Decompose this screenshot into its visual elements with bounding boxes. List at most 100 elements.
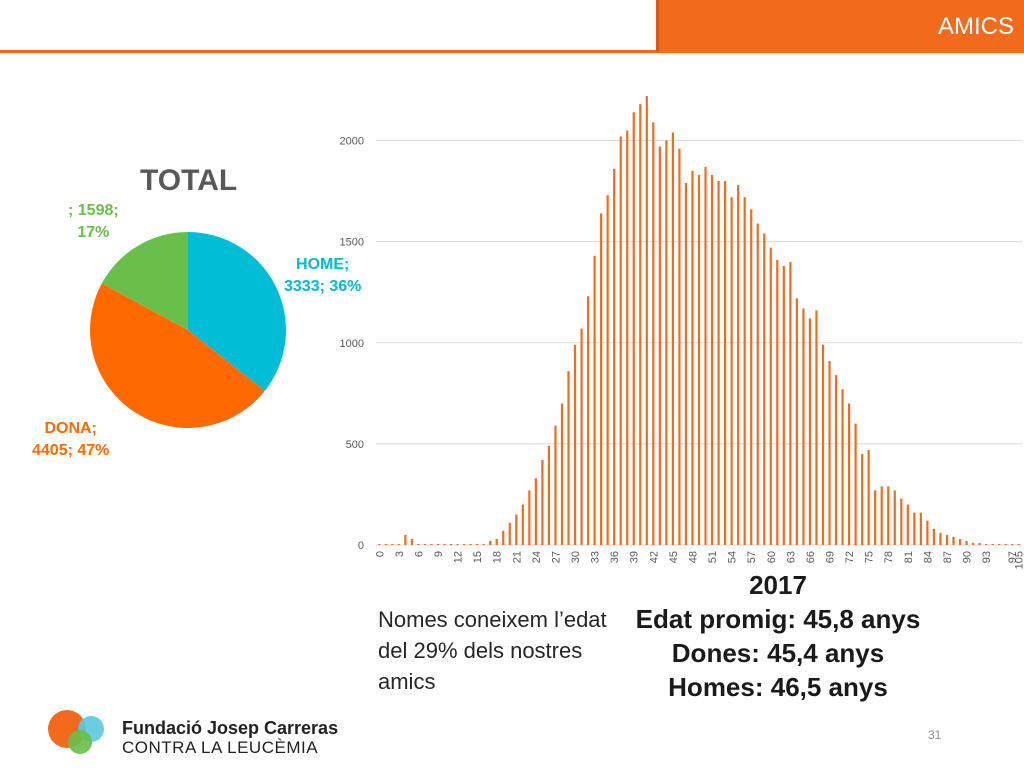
stats-men-age: Homes: 46,5 anys bbox=[668, 672, 888, 702]
bar-age-36 bbox=[613, 168, 616, 545]
bar-age-4 bbox=[404, 534, 407, 545]
bar-age-19 bbox=[502, 530, 505, 545]
bar-age-10 bbox=[443, 543, 446, 545]
bar-age-47 bbox=[684, 183, 688, 545]
age-stats: 2017 Edat promig: 45,8 anys Dones: 45,4 … bbox=[610, 568, 946, 704]
bar-age-13 bbox=[462, 543, 466, 545]
x-tick-label: 18 bbox=[492, 551, 504, 563]
y-tick-label: 2000 bbox=[340, 136, 364, 148]
bar-age-39 bbox=[632, 112, 635, 545]
bar-age-85 bbox=[932, 528, 936, 545]
pie-label-dona-line2: 4405; 47% bbox=[32, 442, 110, 459]
bar-age-34 bbox=[600, 213, 603, 545]
bar-age-21 bbox=[515, 514, 518, 545]
x-tick-label: 36 bbox=[609, 551, 621, 563]
bar-age-40 bbox=[639, 104, 642, 546]
bar-age-24 bbox=[534, 478, 537, 545]
x-tick-label: 24 bbox=[531, 551, 543, 563]
bar-age-48 bbox=[691, 170, 694, 545]
bar-age-35 bbox=[606, 195, 609, 545]
bar-age-68 bbox=[821, 344, 825, 545]
bar-age-22 bbox=[521, 504, 524, 545]
bar-age-50 bbox=[704, 166, 707, 545]
bar-age-57 bbox=[750, 209, 753, 546]
x-tick-label: 97 bbox=[1007, 551, 1019, 563]
bar-age-16 bbox=[482, 543, 485, 545]
bar-age-27 bbox=[554, 425, 557, 545]
pie-label-other-line2: 17% bbox=[77, 224, 110, 241]
x-tick-label: 93 bbox=[981, 551, 993, 563]
x-tick-label: 21 bbox=[511, 551, 523, 563]
bar-age-41 bbox=[645, 96, 648, 546]
bar-age-31 bbox=[580, 328, 583, 545]
x-tick-label: 42 bbox=[648, 551, 660, 563]
data-coverage-note: Nomes coneixem l’edat del 29% dels nostr… bbox=[378, 607, 607, 694]
pie-slice-other bbox=[101, 232, 188, 330]
y-tick-label: 500 bbox=[346, 439, 364, 451]
bar-age-72 bbox=[847, 403, 851, 545]
bar-age-77 bbox=[880, 486, 883, 545]
section-tab: AMICS bbox=[656, 0, 1024, 52]
bar-age-93 bbox=[985, 543, 988, 545]
pie-label-home-line2: 3333; 36% bbox=[284, 278, 362, 295]
bar-age-55 bbox=[737, 185, 740, 545]
bar-age-65 bbox=[802, 308, 805, 545]
bar-age-38 bbox=[626, 130, 629, 545]
x-tick-label: 54 bbox=[727, 551, 739, 563]
bar-age-84 bbox=[926, 520, 929, 545]
bar-age-37 bbox=[619, 136, 622, 545]
x-tick-label: 30 bbox=[570, 551, 582, 563]
bar-age-83 bbox=[919, 512, 922, 545]
bar-age-32 bbox=[586, 296, 590, 545]
bar-age-5 bbox=[410, 538, 413, 545]
x-tick-label: 63 bbox=[785, 551, 797, 563]
bar-age-28 bbox=[560, 403, 564, 545]
pie-label-dona-line1: DONA; bbox=[44, 420, 97, 437]
pie-slice-home bbox=[188, 232, 286, 392]
bar-age-45 bbox=[671, 132, 674, 545]
bar-age-0 bbox=[378, 543, 381, 545]
bar-age-66 bbox=[808, 318, 812, 545]
x-tick-label: 51 bbox=[707, 551, 719, 563]
bar-age-62 bbox=[782, 265, 785, 545]
x-tick-label: 39 bbox=[629, 551, 641, 563]
bar-age-53 bbox=[724, 181, 727, 545]
y-tick-label: 0 bbox=[358, 540, 364, 552]
bar-age-9 bbox=[436, 543, 440, 545]
org-subtitle: CONTRA LA LEUCÈMIA bbox=[122, 738, 319, 757]
bar-age-18 bbox=[495, 538, 498, 545]
x-tick-label: 33 bbox=[590, 551, 602, 563]
bar-age-11 bbox=[449, 543, 453, 545]
bar-age-82 bbox=[913, 512, 916, 545]
x-tick-label: 48 bbox=[687, 551, 699, 563]
x-tick-label: 105 bbox=[1014, 551, 1024, 569]
pie-title: TOTAL bbox=[140, 164, 238, 197]
x-tick-label: 81 bbox=[903, 551, 915, 563]
x-tick-label: 75 bbox=[864, 551, 876, 563]
y-tick-label: 1000 bbox=[340, 338, 364, 350]
header-rule bbox=[0, 50, 1024, 53]
bar-age-78 bbox=[887, 486, 890, 545]
bar-age-46 bbox=[678, 148, 681, 545]
org-name: Fundació Josep Carreras bbox=[122, 718, 339, 738]
pie-label-dona: DONA; 4405; 47% bbox=[32, 418, 109, 462]
bar-age-86 bbox=[939, 532, 942, 545]
bar-age-12 bbox=[456, 543, 459, 545]
bar-age-14 bbox=[469, 543, 472, 545]
x-tick-label: 9 bbox=[433, 551, 445, 557]
pie-chart bbox=[90, 232, 286, 428]
x-tick-label: 72 bbox=[844, 551, 856, 563]
bar-age-76 bbox=[874, 490, 877, 545]
x-tick-label: 69 bbox=[825, 551, 837, 563]
bar-age-44 bbox=[665, 140, 668, 546]
bar-age-17 bbox=[489, 540, 492, 545]
x-tick-label: 66 bbox=[805, 551, 817, 563]
bar-age-73 bbox=[854, 423, 857, 545]
x-tick-label: 15 bbox=[472, 551, 484, 563]
bar-age-49 bbox=[697, 174, 701, 545]
bar-age-33 bbox=[593, 255, 596, 546]
bar-age-8 bbox=[430, 543, 433, 545]
page-number: 31 bbox=[928, 728, 942, 742]
bar-age-51 bbox=[710, 174, 714, 545]
